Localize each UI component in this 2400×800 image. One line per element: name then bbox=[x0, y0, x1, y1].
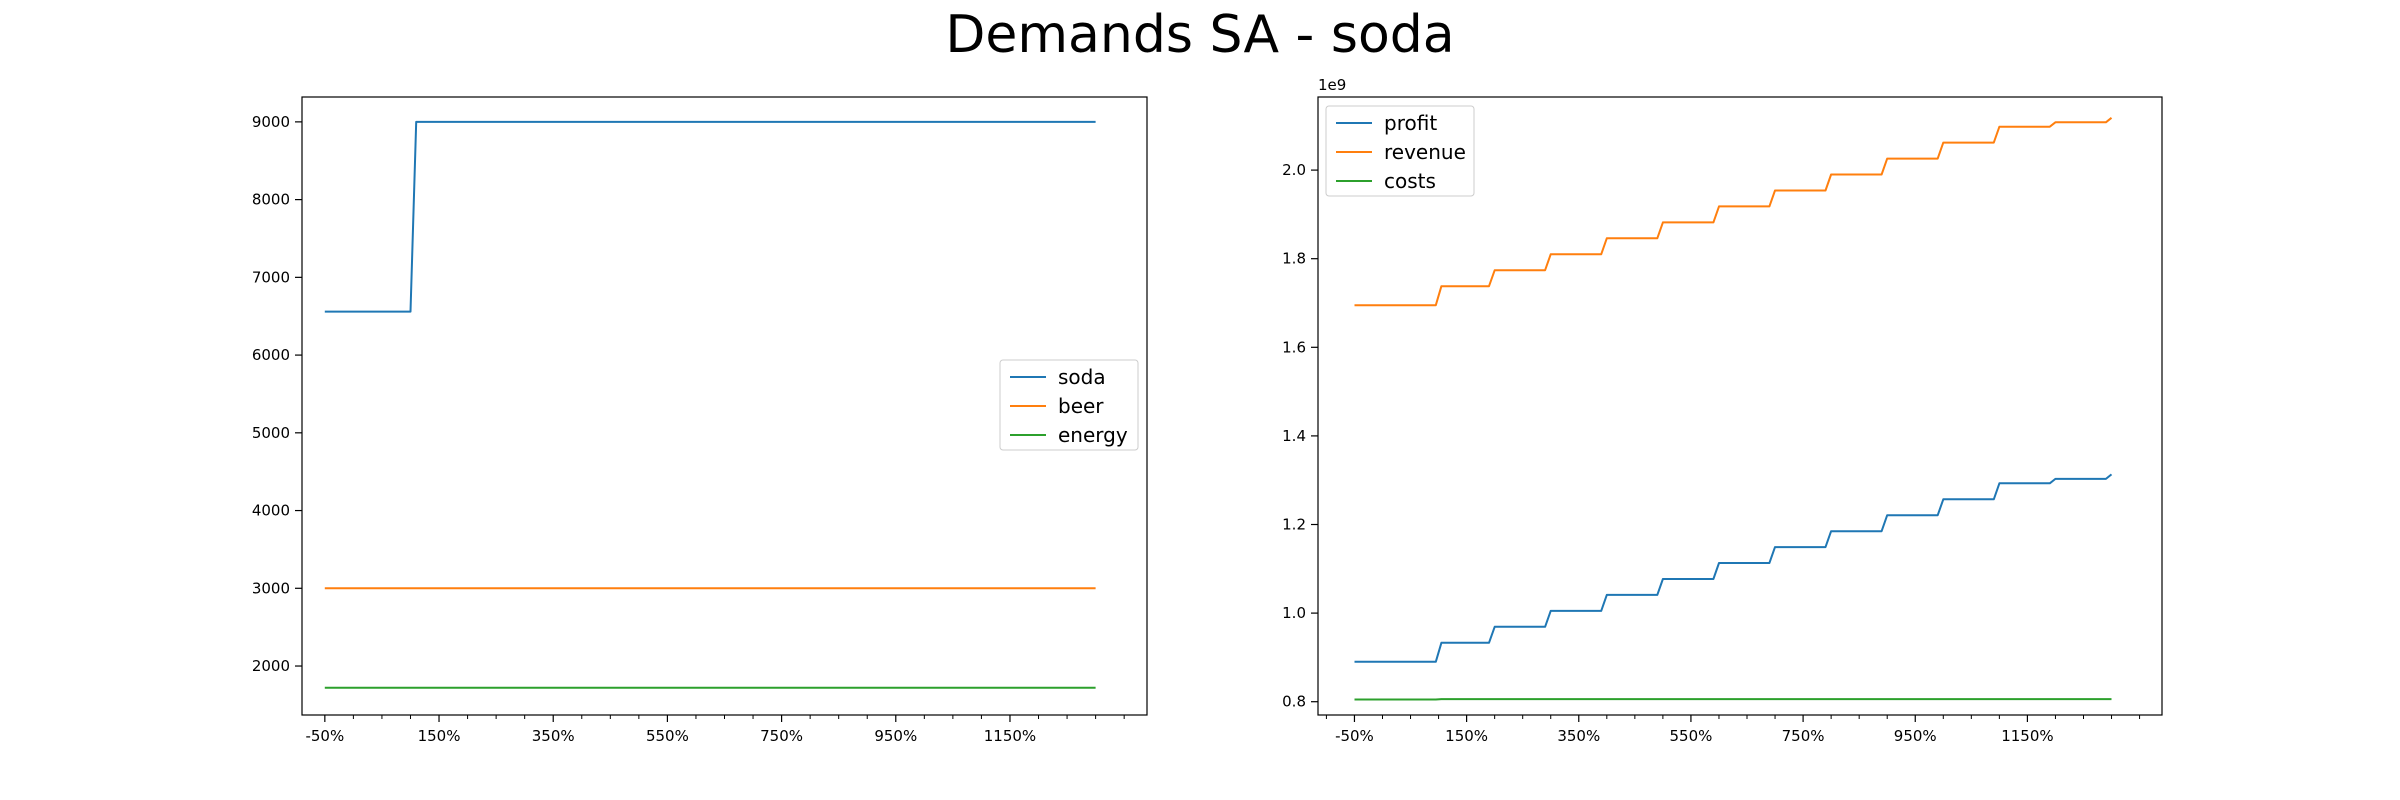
x-tick-label: 150% bbox=[1445, 727, 1488, 745]
y-tick-label: 1.8 bbox=[1282, 250, 1306, 268]
plot-frame bbox=[1317, 96, 2163, 716]
x-tick-label: -50% bbox=[1335, 727, 1374, 745]
y-tick-label: 7000 bbox=[252, 268, 290, 286]
chart-1: -50% 150% 350% 550% 750% 950% 1150% 2000 3000 400… bbox=[252, 96, 1148, 745]
series-line-revenue bbox=[1354, 117, 2113, 307]
y-tick-label: 6000 bbox=[252, 346, 290, 364]
legend-label-beer: beer bbox=[1058, 394, 1104, 418]
legend-label-revenue: revenue bbox=[1384, 140, 1466, 164]
chart-2: -50% 150% 350% 550% 750% 950% 1150% 0.8 1.0 1.2 1.… bbox=[1282, 76, 2163, 745]
y-tick-label: 1.2 bbox=[1282, 516, 1306, 534]
x-tick-label: 350% bbox=[1557, 727, 1600, 745]
legend-label-profit: profit bbox=[1384, 111, 1437, 135]
y-tick-label: 2.0 bbox=[1282, 161, 1306, 179]
x-tick-label: 950% bbox=[1894, 727, 1937, 745]
x-tick-label: 150% bbox=[418, 727, 461, 745]
x-tick-label: 550% bbox=[1669, 727, 1712, 745]
y-tick-label: 8000 bbox=[252, 191, 290, 209]
x-tick-label: 750% bbox=[760, 727, 803, 745]
x-tick-label: 1150% bbox=[2001, 727, 2053, 745]
y-tick-label: 4000 bbox=[252, 502, 290, 520]
x-tick-label: 350% bbox=[532, 727, 575, 745]
legend-label-costs: costs bbox=[1384, 169, 1436, 193]
y-tick-label: 3000 bbox=[252, 579, 290, 597]
x-tick-label: 750% bbox=[1782, 727, 1825, 745]
y-tick-label: 1.0 bbox=[1282, 604, 1306, 622]
x-tick-label: 950% bbox=[874, 727, 917, 745]
x-tick-label: 1150% bbox=[984, 727, 1036, 745]
legend: soda beer energy bbox=[999, 359, 1139, 451]
legend-box bbox=[999, 359, 1139, 451]
legend-label-energy: energy bbox=[1058, 423, 1128, 447]
y-tick-label: 0.8 bbox=[1282, 693, 1306, 711]
y-offset-label: 1e9 bbox=[1318, 76, 1346, 94]
x-tick-label: 550% bbox=[646, 727, 689, 745]
legend-box bbox=[1325, 105, 1475, 197]
series-line-soda bbox=[324, 120, 1096, 313]
series-line-profit bbox=[1354, 473, 2113, 663]
y-tick-label: 9000 bbox=[252, 113, 290, 131]
y-tick-label: 1.4 bbox=[1282, 427, 1306, 445]
legend: profit revenue costs bbox=[1325, 105, 1475, 197]
chart-panels: -50% 150% 350% 550% 750% 950% 1150% 2000 3000 400… bbox=[252, 76, 2163, 745]
y-tick-label: 1.6 bbox=[1282, 338, 1306, 356]
figure-title: Demands SA - soda bbox=[945, 5, 1454, 65]
legend-label-soda: soda bbox=[1058, 365, 1106, 389]
x-tick-label: -50% bbox=[305, 727, 344, 745]
y-tick-label: 2000 bbox=[252, 657, 290, 675]
y-tick-label: 5000 bbox=[252, 424, 290, 442]
